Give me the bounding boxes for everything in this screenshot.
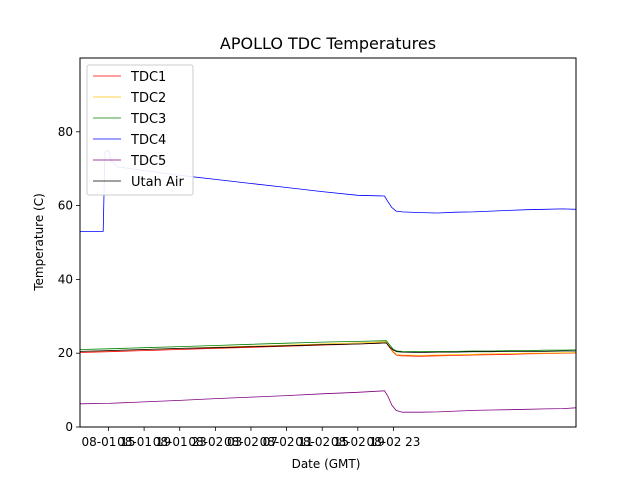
y-axis-label: Temperature (C) [32,193,46,292]
series-line-2 [79,340,577,353]
y-tick-label: 60 [58,199,73,213]
legend-label: TDC5 [130,154,166,169]
legend-label: TDC2 [130,91,166,106]
series-line-4 [79,390,577,413]
x-tick-label: 08-01 19 [117,435,171,449]
x-axis-label: Date (GMT) [292,457,361,471]
y-tick-label: 0 [65,420,73,434]
y-tick-label: 40 [58,272,73,286]
plot-frame [79,57,577,428]
series-line-0 [79,342,577,357]
legend-box [86,64,194,196]
x-tick-label: 08-01 23 [153,435,207,449]
legend-label: Utah Air [131,175,184,190]
legend: TDC1 TDC2 TDC3 TDC4 TDC5 Utah Air [86,64,194,196]
chart-title: APOLLO TDC Temperatures [220,34,436,53]
series-line-5 [79,342,576,353]
x-tick-label: 08-01 15 [82,435,136,449]
legend-label: TDC4 [130,133,166,148]
y-tick-label: 80 [58,125,73,139]
x-tick-label: 08-02 11 [260,435,314,449]
x-tick-label: 08-02 15 [295,435,349,449]
legend-label: TDC1 [130,70,166,85]
x-tick-label: 08-02 03 [188,435,242,449]
x-tick-label: 08-02 07 [224,435,278,449]
y-axis: 0 20 40 60 80 [58,125,80,434]
x-tick-label: 08-02 19 [331,435,385,449]
legend-label: TDC3 [130,112,166,127]
x-tick-label: 08-02 23 [366,435,420,449]
y-tick-label: 20 [58,346,73,360]
